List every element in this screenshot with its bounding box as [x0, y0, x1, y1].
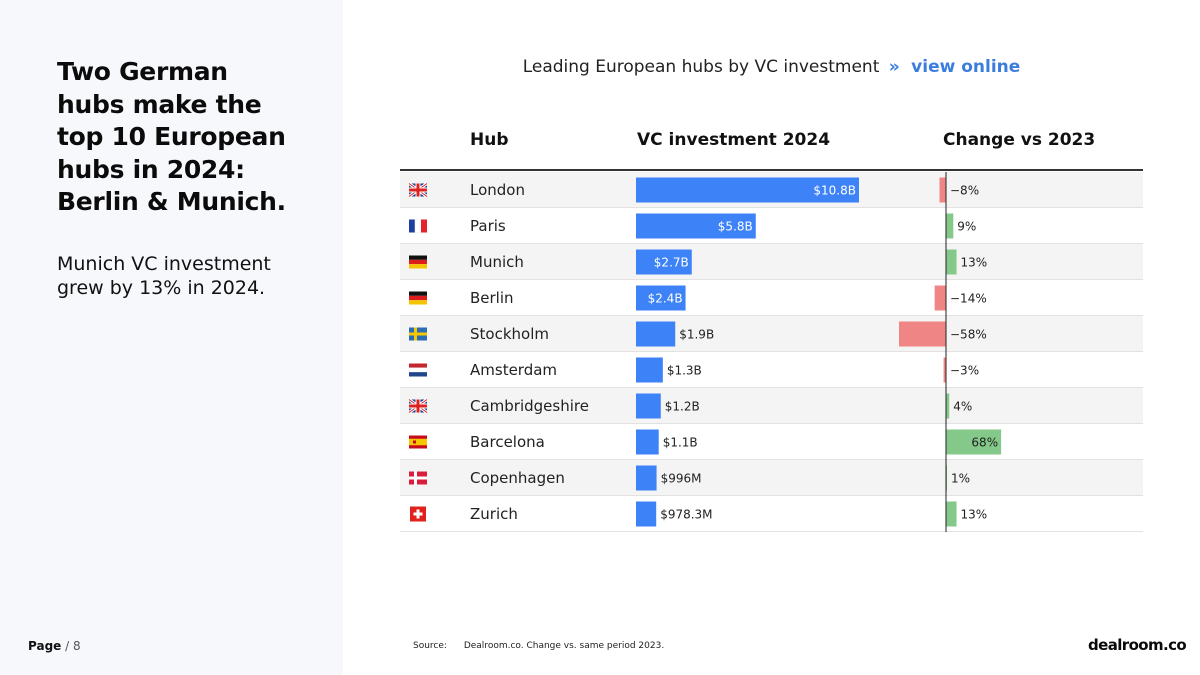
investment-bar: [636, 393, 661, 419]
denmark-flag-icon: [409, 471, 427, 485]
investment-value-label: $5.8B: [718, 220, 753, 234]
change-value-label: 9%: [957, 220, 976, 234]
chart-title-text: Leading European hubs by VC investment: [522, 57, 880, 77]
table-row: Paris $5.8B 9%: [400, 208, 1143, 244]
france-flag-icon: [409, 219, 427, 233]
change-value-label: 13%: [961, 256, 988, 270]
hub-label: Cambridgeshire: [470, 397, 589, 415]
investment-bar: [636, 465, 657, 491]
source-note: Source: Dealroom.co. Change vs. same per…: [413, 641, 664, 651]
source-text: Dealroom.co. Change vs. same period 2023…: [463, 641, 665, 651]
investment-bar: [636, 501, 657, 527]
change-value-label: 4%: [953, 400, 972, 414]
row-background: [400, 460, 1143, 496]
hub-label: London: [470, 181, 525, 199]
row-background: [400, 208, 1143, 244]
table-row: Munich $2.7B 13%: [400, 244, 1143, 280]
investment-bar: [636, 177, 859, 203]
row-background: [400, 352, 1143, 388]
investment-bar: [636, 429, 659, 455]
investment-bar: [636, 357, 663, 383]
spain-flag-icon: [409, 435, 427, 449]
header-rule: [400, 169, 1143, 171]
headline: Two German hubs make the top 10 European…: [57, 57, 286, 216]
column-header-investment: VC investment 2024: [637, 130, 831, 150]
investment-value-label: $1.9B: [679, 328, 714, 342]
page-label: Page: [28, 639, 62, 653]
switzerland-flag-icon: [410, 506, 426, 522]
table-row: Copenhagen $996M 1%: [400, 460, 1143, 496]
change-bar: [946, 249, 957, 275]
change-value-label: 1%: [951, 472, 970, 486]
table-row: London $10.8B −8%: [400, 172, 1143, 208]
table-row: Cambridgeshire $1.2B 4%: [400, 388, 1143, 424]
change-bar: [946, 429, 1002, 455]
investment-value-label: $1.2B: [665, 400, 700, 414]
source-label: Source:: [413, 641, 447, 651]
change-value-label: −3%: [950, 364, 979, 378]
table-row: Stockholm $1.9B −58%: [400, 316, 1143, 352]
germany-flag-icon: [409, 291, 427, 305]
hub-label: Berlin: [470, 289, 514, 307]
view-online-link[interactable]: view online: [911, 57, 1021, 77]
change-value-label: −58%: [950, 328, 987, 342]
investment-value-label: $10.8B: [813, 184, 856, 198]
investment-value-label: $1.3B: [667, 364, 702, 378]
hub-label: Zurich: [470, 505, 518, 523]
hub-label: Paris: [470, 217, 506, 235]
column-header-change: Change vs 2023: [943, 130, 1096, 150]
investment-value-label: $2.7B: [654, 256, 689, 270]
change-value-label: 13%: [961, 508, 988, 522]
investment-bar: [636, 285, 686, 311]
change-bar: [946, 393, 950, 419]
row-background: [400, 280, 1143, 316]
investment-bar: [636, 321, 676, 347]
sweden-flag-icon: [409, 327, 427, 341]
investment-value-label: $2.4B: [648, 292, 683, 306]
hub-label: Munich: [470, 253, 524, 271]
investment-value-label: $996M: [661, 472, 702, 486]
table-row: Amsterdam $1.3B −3%: [400, 352, 1143, 388]
uk-flag-icon: [408, 398, 428, 414]
dealroom-logo: dealroom.co: [1088, 636, 1187, 654]
page-indicator: Page / 8: [28, 639, 81, 653]
row-background: [400, 244, 1143, 280]
left-panel: Two German hubs make the top 10 European…: [0, 0, 343, 675]
table-row: Zurich $978.3M 13%: [400, 496, 1143, 532]
change-bar: [946, 501, 957, 527]
change-bar: [934, 285, 946, 311]
page-number: / 8: [65, 639, 81, 653]
investment-bar: [636, 213, 756, 239]
investment-bar: [636, 249, 692, 275]
subtext: Munich VC investment grew by 13% in 2024…: [57, 253, 271, 299]
change-value-label: −14%: [950, 292, 987, 306]
change-bar: [946, 213, 954, 239]
investment-value-label: $1.1B: [663, 436, 698, 450]
chevron-right-icon: »: [888, 57, 900, 77]
row-background: [400, 424, 1143, 460]
row-background: [400, 388, 1143, 424]
row-background: [400, 316, 1143, 352]
table-row: Barcelona $1.1B 68%: [400, 424, 1143, 460]
row-background: [400, 496, 1143, 532]
hub-label: Amsterdam: [470, 361, 557, 379]
table-row: Berlin $2.4B −14%: [400, 280, 1143, 316]
uk-flag-icon: [408, 182, 428, 198]
hub-label: Barcelona: [470, 433, 545, 451]
hub-label: Stockholm: [470, 325, 549, 343]
change-value-label: −8%: [950, 184, 979, 198]
netherlands-flag-icon: [408, 363, 428, 377]
change-value-label: 68%: [971, 436, 998, 450]
change-bar: [899, 321, 946, 347]
investment-value-label: $978.3M: [660, 508, 712, 522]
column-header-hub: Hub: [470, 130, 509, 150]
change-bar: [939, 177, 946, 203]
hub-label: Copenhagen: [470, 469, 565, 487]
change-bar: [943, 357, 946, 383]
chart-title: Leading European hubs by VC investment »…: [400, 57, 1143, 77]
germany-flag-icon: [409, 255, 427, 269]
